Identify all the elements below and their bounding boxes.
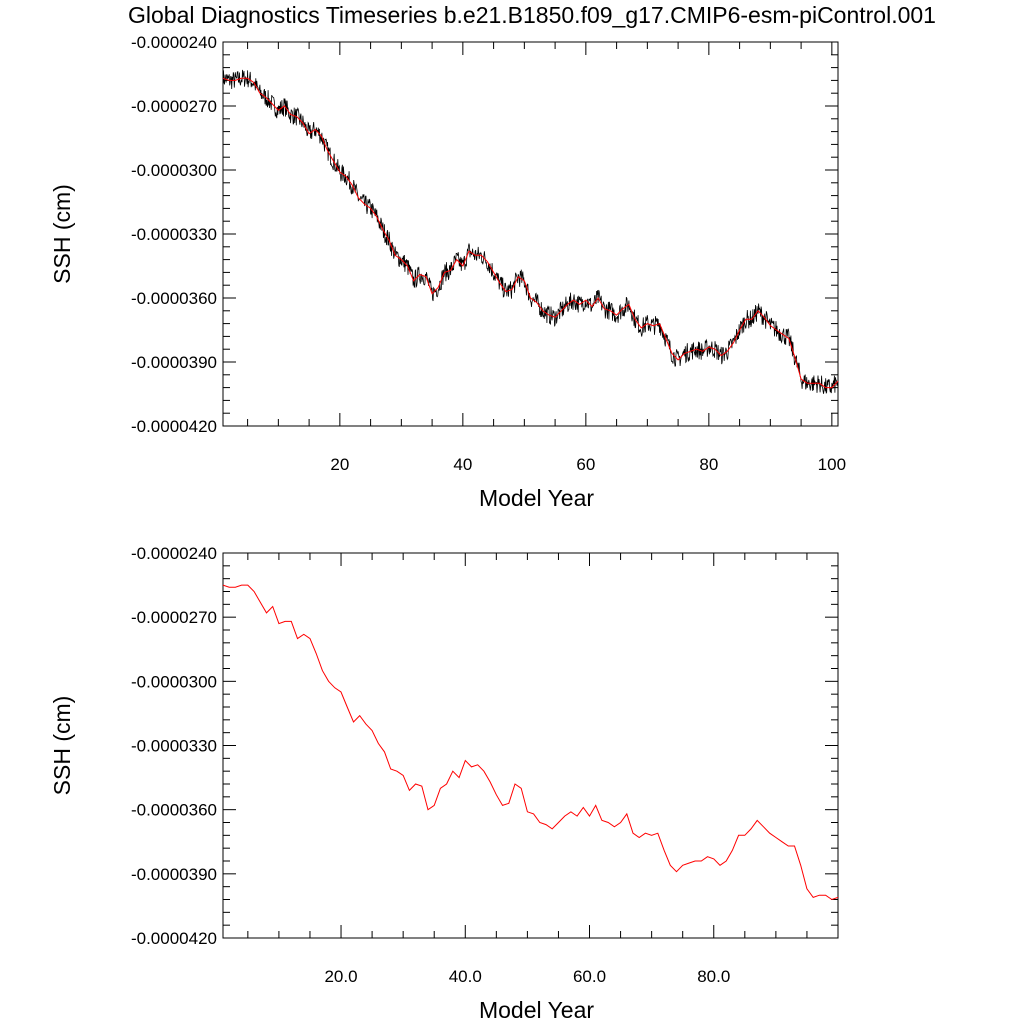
y-tick-label: -0.0000240 bbox=[131, 33, 217, 52]
annual-mean-series-line bbox=[222, 77, 839, 389]
y-tick-label: -0.0000420 bbox=[131, 929, 217, 948]
y-tick-label: -0.0000390 bbox=[131, 865, 217, 884]
chart-title: Global Diagnostics Timeseries b.e21.B185… bbox=[128, 2, 936, 28]
x-tick-label: 20 bbox=[330, 455, 349, 474]
y-tick-label: -0.0000420 bbox=[131, 417, 217, 436]
y-tick-label: -0.0000270 bbox=[131, 97, 217, 116]
top-panel: -0.0000240 -0.0000270 -0.0000300 -0.0000330… bbox=[49, 33, 846, 511]
y-tick-label: -0.0000360 bbox=[131, 289, 217, 308]
y-axis-label: SSH (cm) bbox=[49, 696, 75, 796]
y-tick-label: -0.0000330 bbox=[131, 225, 217, 244]
x-tick-label: 40 bbox=[453, 455, 472, 474]
x-tick-label: 80.0 bbox=[697, 967, 730, 986]
x-axis-label: Model Year bbox=[479, 485, 594, 511]
y-tick-label: -0.0000300 bbox=[131, 161, 217, 180]
x-tick-label: 100 bbox=[818, 455, 846, 474]
y-tick-label: -0.0000360 bbox=[131, 801, 217, 820]
x-axis-label: Model Year bbox=[479, 997, 594, 1023]
x-tick-label: 60.0 bbox=[573, 967, 606, 986]
y-tick-label: -0.0000300 bbox=[131, 672, 217, 691]
y-axis-label: SSH (cm) bbox=[49, 184, 75, 284]
y-tick-label: -0.0000270 bbox=[131, 608, 217, 627]
y-tick-label: -0.0000330 bbox=[131, 737, 217, 756]
bottom-panel: -0.0000240 -0.0000270 -0.0000300 -0.0000330… bbox=[49, 544, 839, 1023]
x-tick-label: 40.0 bbox=[449, 967, 482, 986]
x-tick-label: 60 bbox=[576, 455, 595, 474]
plot-frame bbox=[222, 41, 839, 427]
raw-series-line bbox=[222, 69, 839, 394]
plot-frame bbox=[222, 552, 839, 939]
x-tick-label: 20.0 bbox=[324, 967, 357, 986]
y-tick-label: -0.0000240 bbox=[131, 544, 217, 563]
annual-mean-series-line bbox=[222, 584, 839, 901]
y-tick-label: -0.0000390 bbox=[131, 353, 217, 372]
x-tick-label: 80 bbox=[699, 455, 718, 474]
